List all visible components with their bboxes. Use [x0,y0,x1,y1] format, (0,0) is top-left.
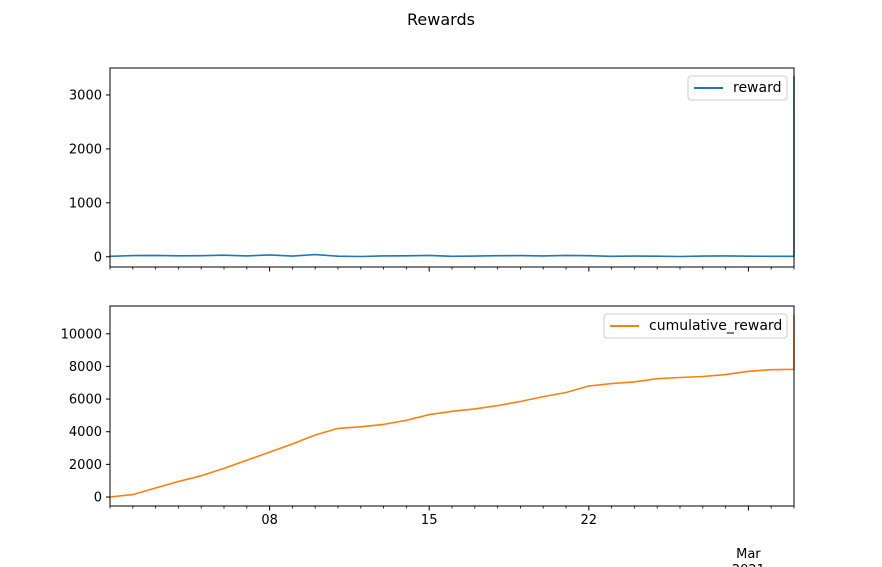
x-tick-label: 15 [421,513,438,528]
series-line-cumulative-reward [109,314,795,498]
cumulative-reward-legend-label: cumulative_reward [649,318,782,334]
figure-title: Rewards [407,10,475,29]
y-tick-label: 4000 [69,425,102,440]
x-tick-label: Mar [736,547,761,562]
y-tick-label: 0 [94,250,102,265]
x-year-label: 2021 [732,563,765,567]
reward-subplot: 0 1000 2000 3000 reward [69,67,795,272]
series-line-reward [109,76,795,258]
y-tick-label: 10000 [61,327,102,342]
y-tick-label: 1000 [69,196,102,211]
reward-legend: reward [687,75,788,101]
y-tick-label: 2000 [69,142,102,157]
x-axis-labels: 08 15 22 Mar2021 [261,513,765,567]
y-tick-label: 3000 [69,88,102,103]
reward-legend-box [687,75,788,101]
y-tick-label: 0 [94,491,102,506]
cumulative-reward-subplot: 0 2000 4000 6000 8000 10000 cumulative_reward [61,305,795,511]
reward-legend-label: reward [733,80,782,96]
y-tick-label: 6000 [69,393,102,408]
x-tick-label: 08 [261,513,278,528]
y-tick-label: 8000 [69,360,102,375]
y-tick-label: 2000 [69,458,102,473]
cumulative-reward-legend: cumulative_reward [603,313,788,339]
x-tick-label: 22 [581,513,598,528]
cumulative-reward-legend-box [603,313,788,339]
